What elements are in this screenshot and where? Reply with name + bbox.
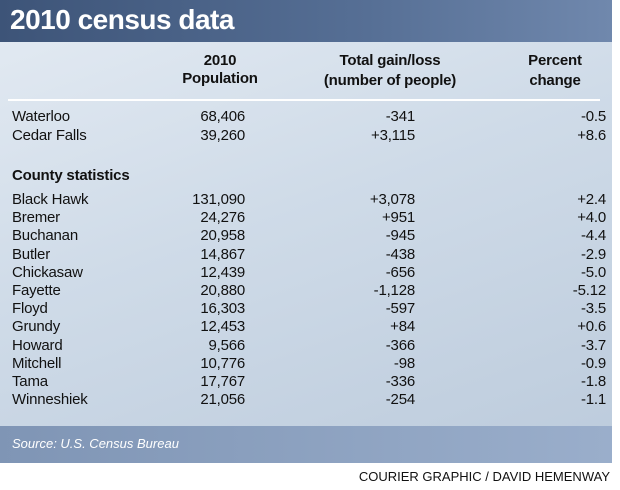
cell: 20,880 (200, 282, 245, 299)
cell: 20,958 (200, 227, 245, 245)
column-header: Percent (528, 52, 582, 69)
cell: -5.12 (572, 282, 606, 299)
cell: -341 (385, 108, 415, 125)
row-label: Floyd (12, 300, 48, 318)
section-label: County statistics (12, 167, 130, 184)
row-label: Bremer (12, 209, 60, 227)
cell: -336 (385, 373, 415, 390)
row-label: Waterloo (12, 108, 70, 125)
cell: 24,276 (200, 209, 245, 227)
source: Source: U.S. Census Bureau (12, 436, 179, 451)
cell: -1.8 (580, 373, 606, 390)
cell: -597 (385, 300, 415, 318)
cell: +951 (382, 209, 415, 227)
row-label: Fayette (12, 282, 61, 299)
row-label: Butler (12, 245, 50, 263)
cell: 14,867 (200, 245, 245, 263)
row-label: Grundy (12, 318, 60, 336)
cell: +2.4 (577, 191, 606, 208)
row-label: Tama (12, 373, 48, 390)
row-label: Cedar Falls (12, 126, 87, 144)
cell: 39,260 (200, 126, 245, 144)
cell: 12,439 (200, 263, 245, 281)
cell: -3.7 (580, 336, 606, 354)
column-header: Population (182, 70, 258, 87)
cell: +8.6 (577, 126, 606, 144)
title-bar: 2010 census data (0, 0, 612, 42)
row-label: Howard (12, 336, 63, 354)
cell: 131,090 (192, 191, 245, 208)
cell: +4.0 (577, 209, 606, 227)
column-header: Total gain/loss (339, 52, 441, 69)
cell: -1,128 (373, 282, 416, 299)
cell: -0.5 (580, 108, 606, 125)
cell: -4.4 (580, 227, 606, 245)
column-header: change (529, 72, 581, 89)
cell: 10,776 (200, 354, 245, 372)
source-band: Source: U.S. Census Bureau (0, 426, 612, 463)
cell: -3.5 (580, 300, 606, 318)
row-label: Black Hawk (12, 191, 89, 208)
cell: -945 (385, 227, 415, 245)
row-label: Chickasaw (12, 263, 83, 281)
cell: -656 (385, 263, 415, 281)
cell: 68,406 (200, 108, 245, 125)
credit: COURIER GRAPHIC / DAVID HEMENWAY (358, 469, 610, 484)
cell: 9,566 (208, 336, 245, 354)
cell: -1.1 (580, 391, 606, 409)
cell: -438 (385, 245, 415, 263)
cell: 16,303 (200, 300, 245, 318)
title: 2010 census data (10, 4, 234, 35)
panel (0, 0, 612, 463)
cell: -2.9 (580, 245, 606, 263)
cell: -366 (385, 336, 415, 354)
row-label: Mitchell (12, 354, 62, 372)
cell: +3,078 (369, 191, 415, 208)
cell: +3,115 (371, 126, 415, 144)
cell: 17,767 (200, 373, 245, 390)
cell: -5.0 (580, 263, 606, 281)
cell: -254 (385, 391, 415, 409)
row-label: Winneshiek (12, 391, 88, 409)
column-header: (number of people) (323, 72, 457, 89)
cell: 12,453 (200, 318, 245, 336)
cell: 21,056 (200, 391, 245, 409)
row-label: Buchanan (12, 227, 78, 245)
cell: -0.9 (580, 354, 606, 372)
cell: -98 (393, 354, 415, 372)
cell: +84 (390, 318, 415, 336)
column-header: 2010 (203, 52, 237, 69)
cell: +0.6 (577, 318, 606, 336)
header-separator (8, 99, 600, 101)
